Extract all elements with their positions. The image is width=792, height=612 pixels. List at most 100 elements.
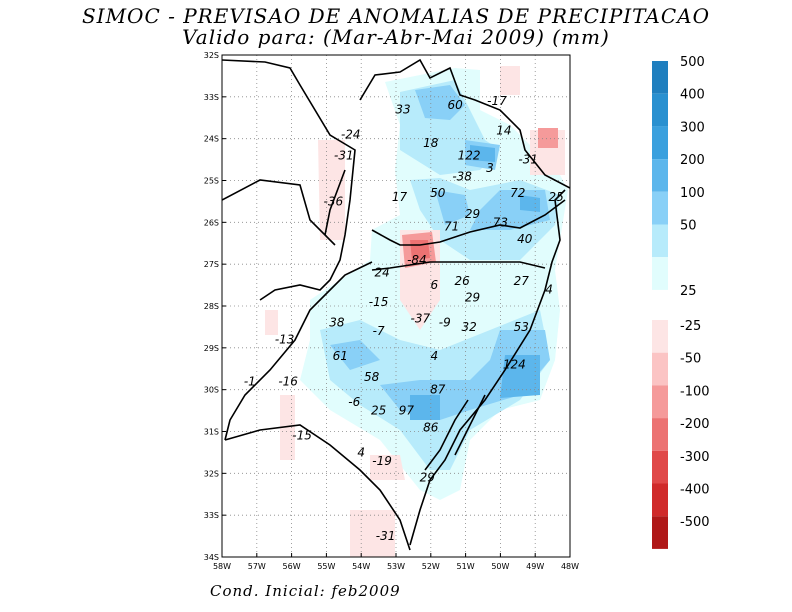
colorbar-swatch-negative: [652, 483, 668, 517]
negative-anomaly-area-25: [265, 66, 565, 557]
anomaly-value-label: -38: [452, 169, 472, 183]
anomaly-value-label: 33: [395, 102, 410, 116]
lat-tick-label: 27S: [204, 260, 219, 269]
anomaly-value-label: 3: [486, 161, 494, 175]
lat-tick-label: 26S: [204, 218, 219, 227]
anomaly-value-label: 27: [514, 274, 530, 288]
anomaly-value-label: 122: [458, 148, 481, 162]
colorbar-label-negative: -400: [680, 483, 710, 498]
lon-tick-label: 57W: [248, 562, 266, 571]
anomaly-value-label: -9: [439, 316, 451, 330]
anomaly-value-label: 25: [548, 190, 563, 204]
lat-tick-label: 25S: [204, 177, 219, 186]
anomaly-value-label: 4: [430, 349, 438, 363]
colorbar-swatch-positive: [652, 224, 668, 258]
colorbar-swatch-negative: [652, 450, 668, 484]
colorbar-swatch-negative: [652, 385, 668, 419]
colorbar-label-negative: -300: [680, 450, 710, 465]
colorbar-label-positive: 400: [680, 88, 705, 103]
lon-tick-label: 54W: [352, 562, 370, 571]
colorbar-swatch-positive: [652, 93, 668, 127]
lat-tick-label: 32S: [204, 469, 219, 478]
lon-tick-label: 48W: [561, 562, 579, 571]
anomaly-value-label: -84: [407, 253, 427, 267]
lat-tick-label: 33S: [204, 93, 219, 102]
anomaly-value-label: -1: [244, 374, 256, 388]
anomaly-value-label: -7: [373, 324, 385, 338]
lon-tick-label: 52W: [422, 562, 440, 571]
initial-condition-note: Cond. Inicial: feb2009: [210, 582, 401, 600]
anomaly-value-label: 29: [465, 291, 480, 305]
anomaly-value-label: -19: [372, 454, 392, 468]
anomaly-value-label: 32: [461, 320, 476, 334]
anomaly-value-label: 60: [448, 98, 464, 112]
anomaly-value-label: 24: [374, 266, 389, 280]
anomaly-value-label: 25: [371, 404, 386, 418]
map-title: SIMOC - PREVISAO DE ANOMALIAS DE PRECIPI…: [81, 4, 711, 28]
anomaly-value-label: 124: [503, 358, 526, 372]
uruguay-border: [224, 424, 411, 551]
east-coast: [409, 189, 566, 546]
lat-tick-label: 32S: [204, 51, 219, 60]
lat-tick-label: 31S: [204, 428, 219, 437]
axis-ticks: 32S33S24S25S26S27S28S29S30S31S32S33S34S5…: [204, 51, 579, 571]
anomaly-value-label: 18: [423, 136, 439, 150]
colorbar-label-positive: 25: [680, 284, 697, 299]
colorbar-label-negative: -25: [680, 319, 701, 334]
colorbar-label-negative: -200: [680, 417, 710, 432]
anomaly-value-label: 38: [329, 316, 345, 330]
parana-river: [222, 179, 336, 246]
anomaly-value-label: 58: [364, 370, 380, 384]
colorbar-label-negative: -100: [680, 384, 710, 399]
anomaly-value-label: 14: [496, 123, 511, 137]
anomaly-value-label: -15: [369, 295, 389, 309]
anomaly-value-label: 40: [517, 232, 533, 246]
anomaly-value-label: 87: [430, 383, 446, 397]
lat-tick-label: 28S: [204, 302, 219, 311]
colorbar-swatch-positive: [652, 61, 668, 94]
lat-tick-label: 33S: [204, 511, 219, 520]
lon-tick-label: 53W: [387, 562, 405, 571]
anomaly-value-label: 50: [430, 186, 446, 200]
lon-tick-label: 50W: [491, 562, 509, 571]
anomaly-value-label: 71: [444, 220, 459, 234]
argentina-rs-border: [224, 261, 373, 441]
map-subtitle: Valido para: (Mar-Abr-Mai 2009) (mm): [182, 25, 610, 49]
lon-tick-label: 58W: [213, 562, 231, 571]
anomaly-value-label: 61: [333, 349, 348, 363]
paraguay-border: [222, 59, 356, 301]
anomaly-value-label: -15: [292, 429, 312, 443]
anomaly-value-label: 72: [510, 186, 525, 200]
colorbar-label-positive: 200: [680, 153, 705, 168]
colorbar-swatch-positive: [652, 257, 668, 290]
colorbar-swatch-positive: [652, 159, 668, 192]
lat-tick-label: 29S: [204, 344, 219, 353]
lon-tick-label: 55W: [317, 562, 335, 571]
colorbar-label-positive: 100: [680, 186, 705, 201]
lon-tick-label: 51W: [457, 562, 475, 571]
sc-rs-border: [371, 261, 546, 271]
anomaly-value-label: -6: [348, 395, 360, 409]
anomaly-value-label: -16: [278, 374, 298, 388]
lat-tick-label: 34S: [204, 553, 219, 562]
anomaly-value-label: -37: [411, 312, 431, 326]
anomaly-value-label: -24: [341, 127, 361, 141]
parana-sc-border: [371, 199, 566, 246]
colorbar-label-negative: -500: [680, 515, 710, 530]
colorbar-swatch-negative: [652, 320, 668, 353]
anomaly-value-label: 17: [392, 190, 408, 204]
anomaly-value-label: -36: [324, 194, 344, 208]
colorbar-swatch-negative: [652, 418, 668, 451]
anomaly-value-label: -13: [275, 332, 295, 346]
lon-tick-label: 56W: [283, 562, 301, 571]
anomaly-value-label: -31: [376, 529, 396, 543]
lon-tick-label: 49W: [526, 562, 544, 571]
anomaly-value-label: 53: [514, 320, 529, 334]
positive-anomaly-area-200: [410, 145, 540, 420]
anomaly-value-label: 26: [454, 274, 470, 288]
anomaly-value-label: 6: [430, 278, 438, 292]
anomaly-value-label: 86: [423, 420, 439, 434]
lagoa-dos-patos: [424, 394, 486, 471]
